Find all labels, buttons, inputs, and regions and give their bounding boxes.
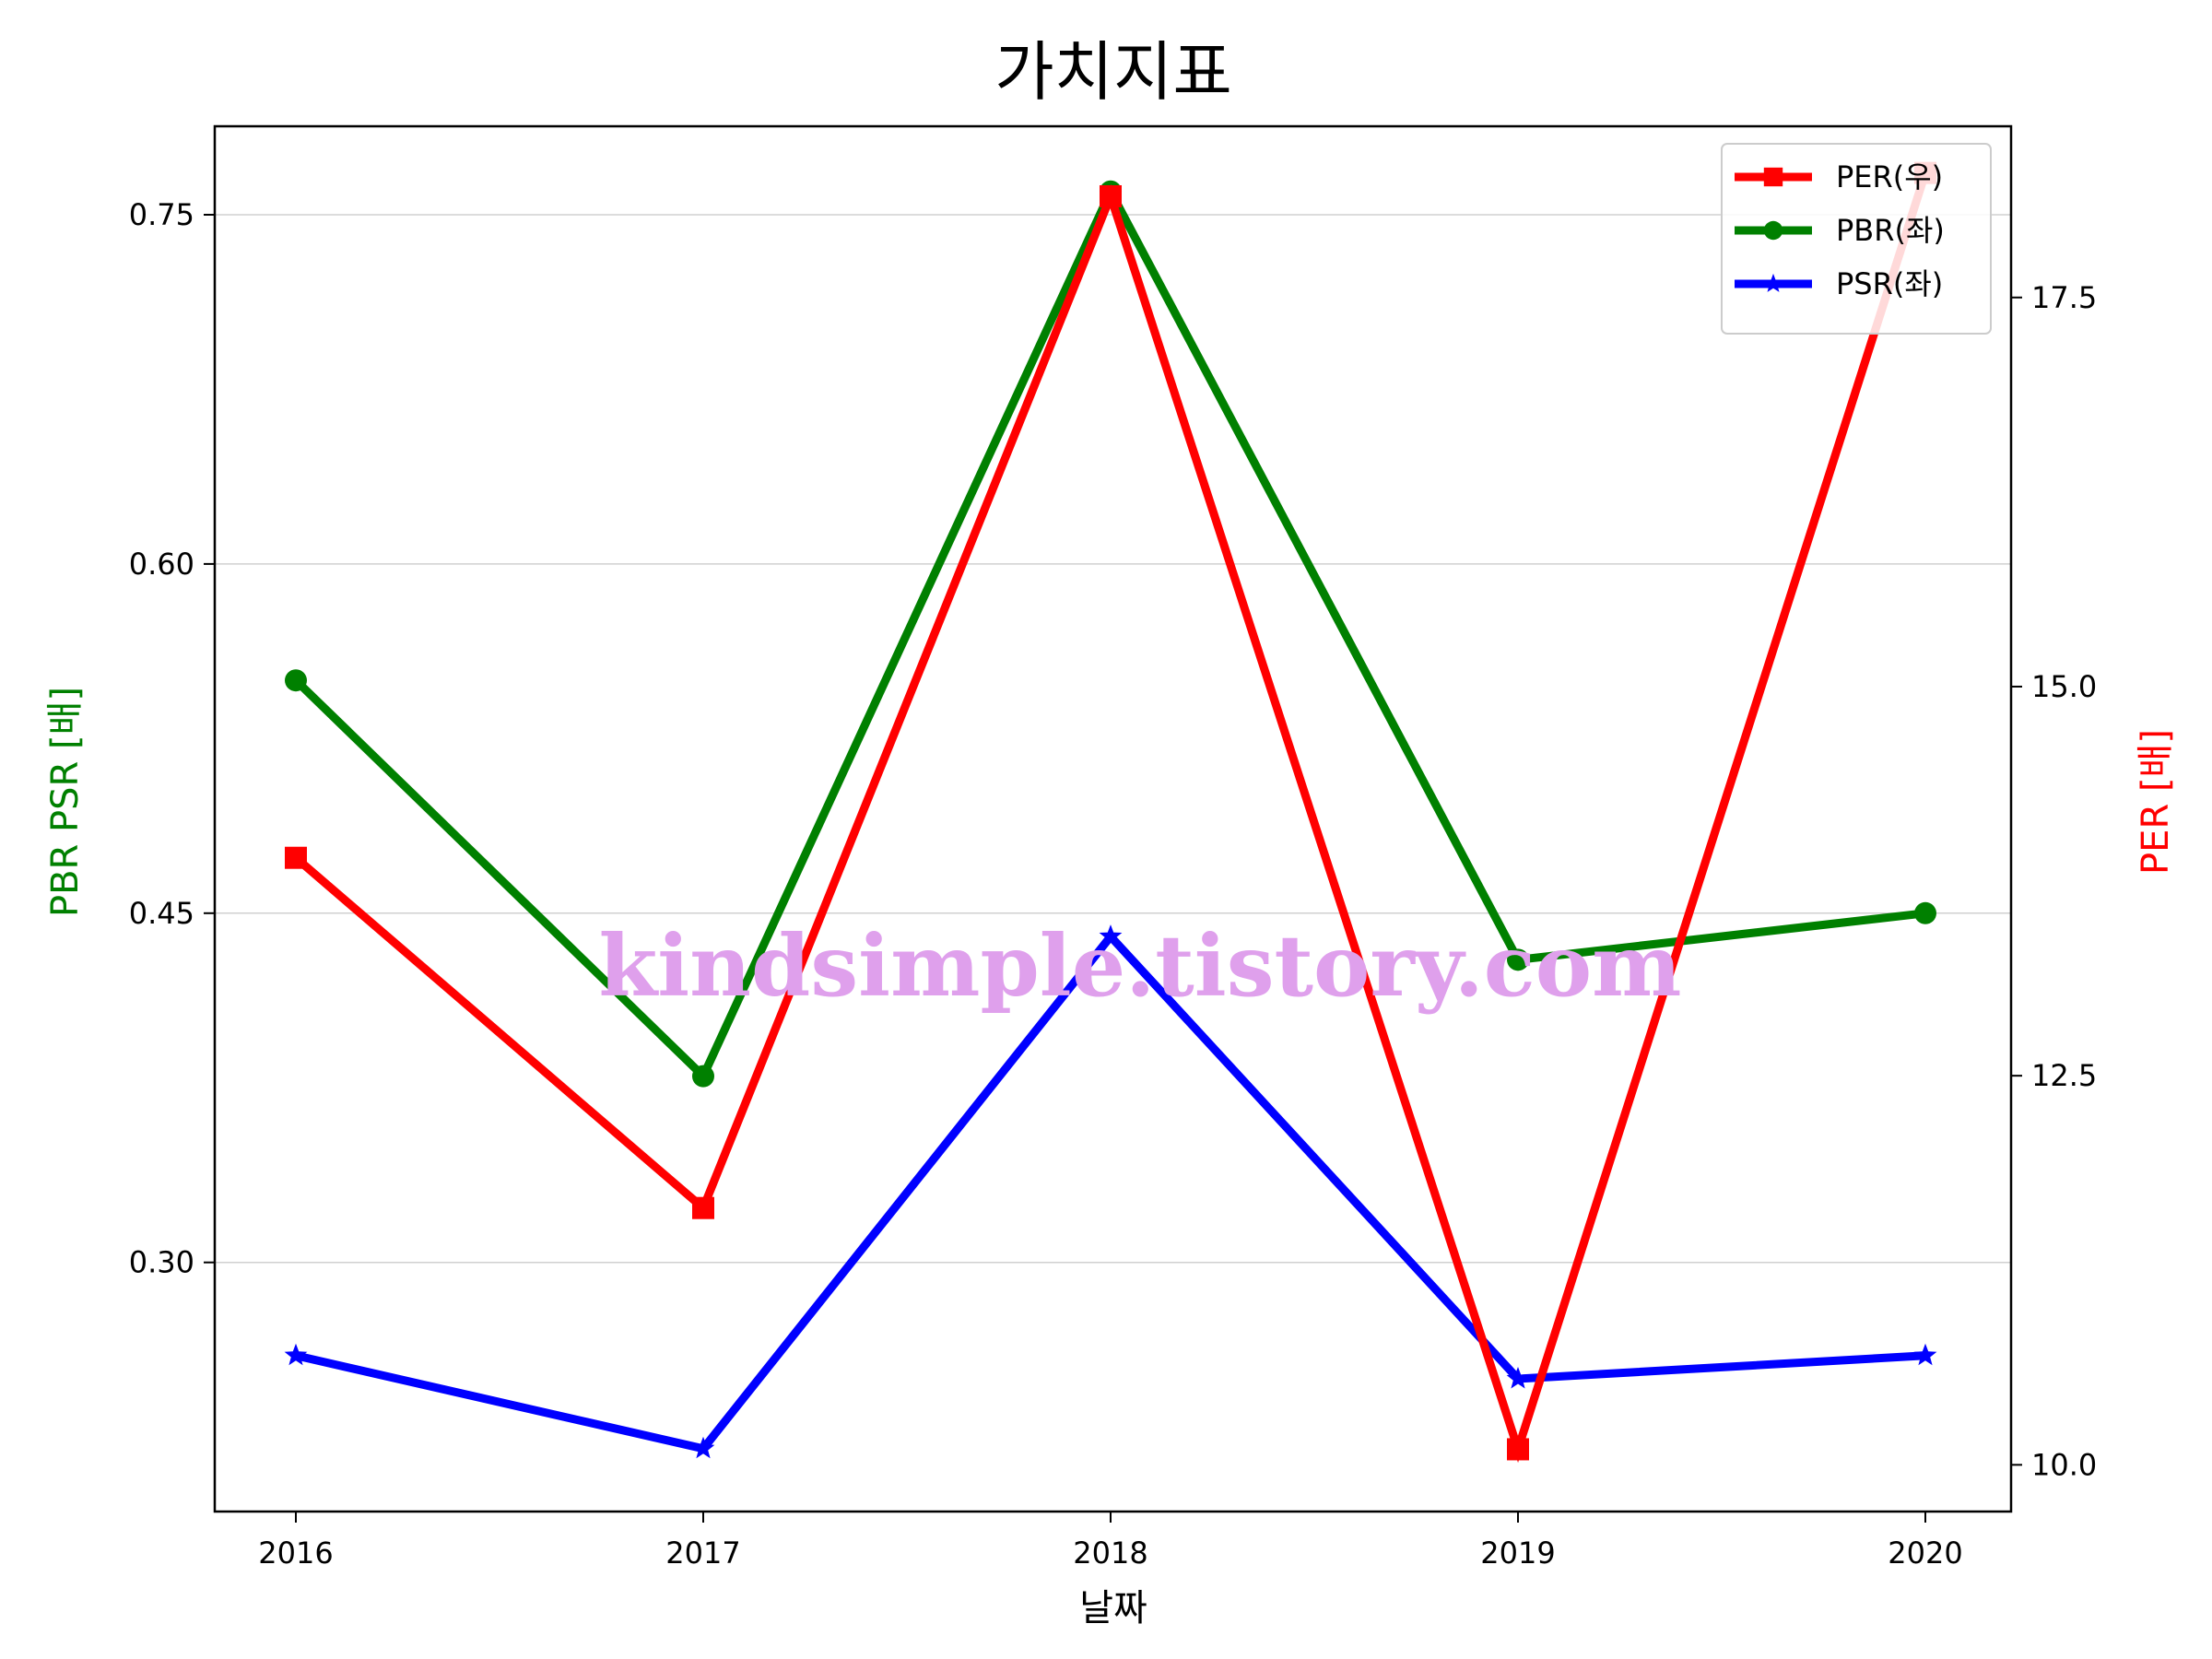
legend-label-psr: PSR(좌)	[1836, 266, 1943, 301]
x-tick-label-0: 2016	[258, 1535, 333, 1571]
pbr-point-4	[1914, 901, 1936, 924]
series-psr	[284, 924, 1937, 1459]
y-left-tick-label-1: 0.45	[129, 896, 194, 931]
psr-point-0	[284, 1343, 308, 1366]
legend-marker-pbr	[1763, 220, 1783, 241]
watermark: kindsimple.tistory.com	[598, 916, 1681, 1016]
x-tick-label-3: 2019	[1480, 1535, 1555, 1571]
legend-marker-per	[1763, 167, 1783, 187]
psr-point-3	[1506, 1367, 1530, 1389]
x-axis: 2016 2017 2018 2019 2020	[258, 1512, 1963, 1571]
legend: PER(우) PBR(좌) PSR(좌)	[1721, 143, 1992, 335]
legend-label-per: PER(우)	[1836, 159, 1943, 194]
y-left-tick-label-0: 0.30	[129, 1245, 194, 1280]
y-axis-left: 0.30 0.45 0.60 0.75	[129, 197, 215, 1280]
series-line-per	[293, 171, 1930, 1464]
psr-point-4	[1913, 1343, 1937, 1366]
y-axis-right: 10.0 12.5 15.0 17.5	[2011, 280, 2097, 1482]
per-point-1	[692, 1196, 714, 1219]
y-left-tick-label-3: 0.75	[129, 197, 194, 232]
pbr-point-0	[285, 669, 307, 692]
per-point-0	[285, 846, 307, 869]
psr-point-1	[691, 1436, 715, 1459]
legend-entry-per: PER(우)	[1735, 159, 1943, 194]
series-per	[285, 161, 1936, 1464]
y-right-tick-label-0: 10.0	[2031, 1447, 2097, 1482]
y-axis-left-label: PBR PSR [배]	[44, 687, 87, 917]
x-axis-label: 날짜	[1079, 1587, 1147, 1630]
y-left-tick-label-2: 0.60	[129, 547, 194, 582]
plot-frame	[213, 124, 2013, 1513]
per-point-2	[1100, 184, 1122, 207]
pbr-point-1	[692, 1065, 714, 1088]
x-tick-label-2: 2018	[1073, 1535, 1147, 1571]
y-right-tick-label-2: 15.0	[2031, 669, 2097, 704]
psr-point-2	[1099, 924, 1123, 947]
x-tick-label-4: 2020	[1888, 1535, 1962, 1571]
legend-entry-pbr: PBR(좌)	[1735, 213, 1945, 248]
y-axis-right-label: PER [배]	[2135, 729, 2177, 875]
per-point-3	[1507, 1438, 1529, 1461]
y-right-tick-label-1: 12.5	[2031, 1058, 2097, 1093]
legend-label-pbr: PBR(좌)	[1836, 213, 1945, 248]
chart-title: 가치지표	[994, 34, 1232, 110]
legend-marker-psr	[1763, 273, 1783, 292]
y-right-tick-label-3: 17.5	[2031, 280, 2097, 315]
series-layer	[284, 161, 1937, 1464]
pbr-point-3	[1507, 948, 1529, 971]
legend-entry-psr: PSR(좌)	[1735, 266, 1943, 301]
x-tick-label-1: 2017	[665, 1535, 740, 1571]
